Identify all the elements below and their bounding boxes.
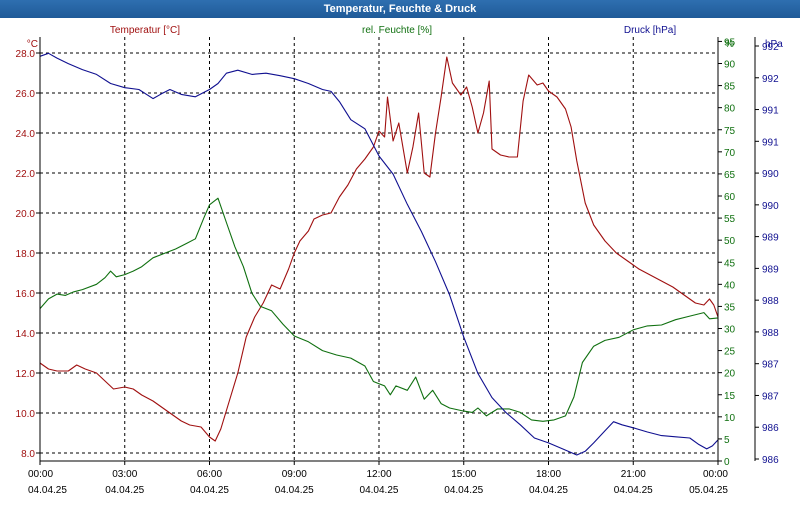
pressure-tick-label: 990 <box>762 201 779 212</box>
temperature-tick-label: 20.0 <box>16 209 36 220</box>
humidity-tick-label: 20 <box>724 369 736 380</box>
humidity-tick-label: 60 <box>724 192 736 203</box>
pressure-tick-label: 991 <box>762 137 779 148</box>
humidity-tick-label: 30 <box>724 325 736 336</box>
x-tick-label-date: 04.04.25 <box>275 485 314 496</box>
x-tick-label-time: 09:00 <box>282 469 307 480</box>
humidity-tick-label: 85 <box>724 82 736 93</box>
humidity-tick-label: 0 <box>724 457 730 468</box>
humidity-tick-label: 25 <box>724 347 736 358</box>
x-tick-label-date: 04.04.25 <box>28 485 67 496</box>
temperature-tick-label: 26.0 <box>16 89 36 100</box>
grid-lines <box>40 37 719 461</box>
pressure-tick-label: 991 <box>762 106 779 117</box>
humidity-tick-label: 45 <box>724 258 736 269</box>
temperature-unit-label: °C <box>27 39 38 50</box>
humidity-tick-label: 10 <box>724 413 736 424</box>
x-tick-label-date: 04.04.25 <box>529 485 568 496</box>
x-tick-label-time: 06:00 <box>197 469 222 480</box>
temperature-tick-label: 10.0 <box>16 409 36 420</box>
temperature-tick-label: 8.0 <box>21 449 35 460</box>
temperature-tick-label: 28.0 <box>16 49 36 60</box>
x-tick-label-date: 04.04.25 <box>614 485 653 496</box>
x-tick-label-date: 05.04.25 <box>689 485 728 496</box>
humidity-tick-label: 70 <box>724 148 736 159</box>
humidity-unit-label: % <box>725 39 734 50</box>
temperature-axis-title: Temperatur [°C] <box>110 25 180 36</box>
humidity-tick-label: 40 <box>724 280 736 291</box>
pressure-tick-label: 987 <box>762 391 779 402</box>
humidity-tick-label: 75 <box>724 126 736 137</box>
pressure-tick-label: 992 <box>762 74 779 85</box>
series-lines <box>39 52 719 456</box>
axis-labels: 00:00 04.04.25 03:00 04.04.25 06:00 04.04.25 0… <box>16 25 784 496</box>
humidity-tick-label: 90 <box>724 60 736 71</box>
x-tick-label-time: 00:00 <box>703 469 728 480</box>
x-tick-label-time: 00:00 <box>28 469 53 480</box>
temperature-series-line <box>39 56 719 442</box>
pressure-tick-label: 989 <box>762 233 779 244</box>
weather-line-chart: 00:00 04.04.25 03:00 04.04.25 06:00 04.04.25 0… <box>16 25 784 496</box>
temperature-tick-label: 24.0 <box>16 129 36 140</box>
pressure-tick-label: 987 <box>762 360 779 371</box>
humidity-tick-label: 95 <box>724 37 736 48</box>
x-tick-label-time: 15:00 <box>451 469 476 480</box>
humidity-tick-label: 5 <box>724 435 730 446</box>
pressure-tick-label: 986 <box>762 423 779 434</box>
chart-frame: 00:00 04.04.25 03:00 04.04.25 06:00 04.04.25 0… <box>0 18 800 500</box>
window-title: Temperatur, Feuchte & Druck <box>0 0 800 18</box>
x-tick-label-date: 04.04.25 <box>190 485 229 496</box>
x-tick-label-date: 04.04.25 <box>360 485 399 496</box>
pressure-axis-title: Druck [hPa] <box>624 25 676 36</box>
temperature-tick-label: 12.0 <box>16 369 36 380</box>
x-tick-label-date: 04.04.25 <box>444 485 483 496</box>
temperature-tick-label: 14.0 <box>16 329 36 340</box>
pressure-tick-label: 989 <box>762 264 779 275</box>
x-tick-label-time: 12:00 <box>366 469 391 480</box>
axes <box>36 37 759 465</box>
pressure-tick-label: 990 <box>762 169 779 180</box>
pressure-unit-label: hPa <box>765 39 783 50</box>
temperature-tick-label: 16.0 <box>16 289 36 300</box>
x-tick-label-time: 03:00 <box>112 469 137 480</box>
x-tick-label-time: 18:00 <box>536 469 561 480</box>
humidity-tick-label: 50 <box>724 236 736 247</box>
temperature-tick-label: 18.0 <box>16 249 36 260</box>
pressure-tick-label: 988 <box>762 296 779 307</box>
humidity-tick-label: 55 <box>724 214 736 225</box>
pressure-tick-label: 988 <box>762 328 779 339</box>
humidity-series-line <box>39 197 719 422</box>
humidity-tick-label: 15 <box>724 391 736 402</box>
x-tick-label-time: 21:00 <box>621 469 646 480</box>
humidity-tick-label: 65 <box>724 170 736 181</box>
pressure-tick-label: 986 <box>762 455 779 466</box>
x-tick-label-date: 04.04.25 <box>105 485 144 496</box>
pressure-tick-label: 992 <box>762 42 779 53</box>
humidity-axis-title: rel. Feuchte [%] <box>362 25 432 36</box>
pressure-series-line <box>39 52 719 456</box>
temperature-tick-label: 22.0 <box>16 169 36 180</box>
humidity-tick-label: 35 <box>724 302 736 313</box>
humidity-tick-label: 80 <box>724 104 736 115</box>
